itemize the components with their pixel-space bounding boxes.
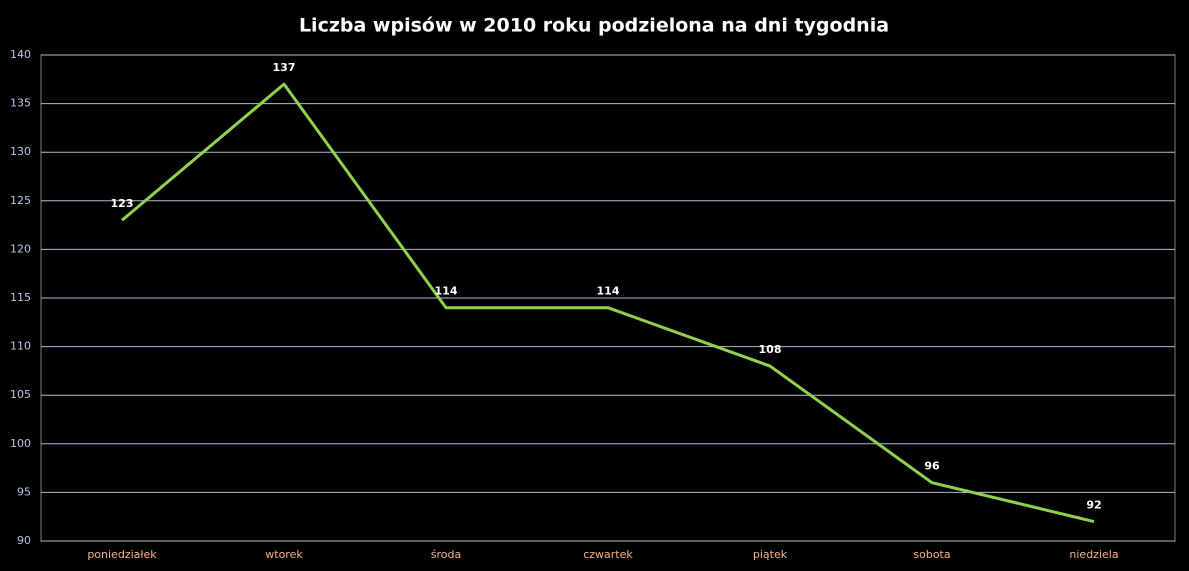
value-label: 114: [435, 285, 458, 298]
x-tick-label: niedziela: [1069, 548, 1118, 561]
x-tick-label: środa: [431, 548, 461, 561]
y-tick-label: 110: [10, 340, 31, 353]
y-tick-label: 140: [10, 48, 31, 61]
x-tick-label: sobota: [913, 548, 950, 561]
y-tick-label: 105: [10, 388, 31, 401]
y-tick-label: 95: [17, 485, 31, 498]
y-tick-label: 135: [10, 97, 31, 110]
y-tick-label: 125: [10, 194, 31, 207]
value-label: 114: [597, 285, 620, 298]
x-tick-label: poniedziałek: [87, 548, 157, 561]
y-tick-label: 115: [10, 291, 31, 304]
value-label: 137: [273, 61, 296, 74]
y-tick-label: 120: [10, 242, 31, 255]
y-tick-label: 100: [10, 437, 31, 450]
x-tick-label: czwartek: [583, 548, 633, 561]
value-label: 108: [759, 343, 782, 356]
y-tick-label: 90: [17, 534, 31, 547]
y-tick-label: 130: [10, 145, 31, 158]
value-label: 123: [111, 197, 134, 210]
x-tick-label: wtorek: [265, 548, 303, 561]
x-tick-label: piątek: [753, 548, 788, 561]
chart-title: Liczba wpisów w 2010 roku podzielona na …: [299, 15, 889, 37]
value-label: 92: [1086, 499, 1101, 512]
value-label: 96: [924, 460, 940, 473]
data-line: [121, 82, 1095, 524]
